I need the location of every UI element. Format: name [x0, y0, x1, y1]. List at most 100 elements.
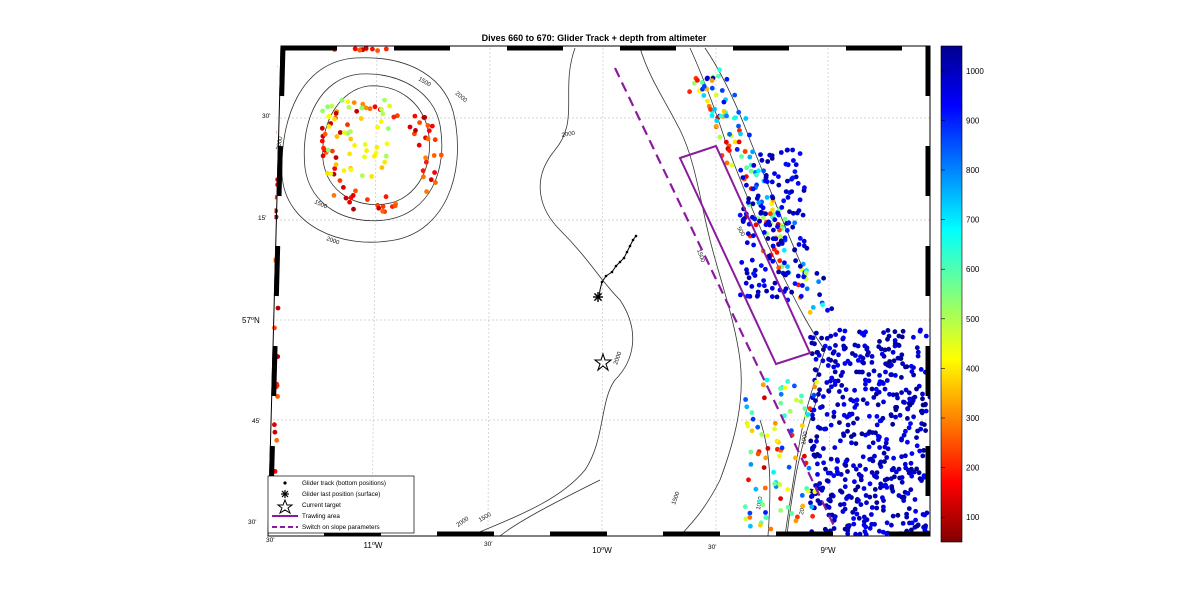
depth-point [347, 151, 352, 157]
depth-point [768, 526, 774, 532]
depth-point [833, 343, 838, 348]
depth-point [853, 531, 858, 536]
depth-point [763, 266, 768, 272]
depth-point [824, 478, 830, 483]
svg-text:30': 30' [266, 537, 274, 544]
depth-point [428, 177, 434, 183]
depth-point [346, 104, 352, 110]
depth-point [756, 168, 761, 174]
depth-point [330, 148, 335, 154]
svg-text:1500: 1500 [695, 249, 705, 264]
depth-point [909, 527, 914, 533]
depth-point [871, 368, 877, 374]
depth-point [413, 127, 418, 133]
depth-point [719, 88, 725, 93]
depth-point [765, 159, 771, 164]
svg-text:11oW: 11oW [364, 541, 383, 550]
depth-point [272, 422, 277, 428]
depth-point [392, 203, 398, 209]
depth-point [815, 498, 821, 503]
depth-point [769, 201, 775, 207]
depth-point [701, 93, 707, 98]
depth-point [828, 498, 833, 504]
depth-point [375, 124, 380, 130]
depth-point [896, 493, 902, 498]
depth-point [835, 362, 841, 368]
svg-text:Glider track (bottom positions: Glider track (bottom positions) [302, 480, 386, 487]
depth-point [744, 182, 749, 188]
depth-point [764, 288, 769, 294]
depth-point [369, 174, 375, 179]
depth-point [790, 224, 796, 230]
depth-point [729, 162, 735, 168]
depth-point [818, 405, 823, 410]
depth-point [920, 396, 925, 402]
depth-point [775, 210, 781, 216]
depth-point [920, 453, 926, 459]
depth-point [903, 387, 909, 393]
depth-point [851, 516, 856, 521]
depth-point [331, 193, 337, 198]
depth-point [839, 383, 845, 388]
depth-point [375, 48, 380, 53]
depth-point [333, 111, 339, 116]
depth-point [802, 406, 808, 411]
depth-point [838, 502, 843, 508]
depth-point [337, 130, 343, 135]
svg-text:1500: 1500 [417, 77, 432, 89]
depth-point [891, 358, 897, 364]
depth-point [343, 195, 349, 201]
svg-text:10oW: 10oW [592, 546, 612, 555]
trawling-area [678, 144, 812, 366]
depth-point [364, 148, 369, 154]
depth-point [763, 211, 768, 217]
depth-point [885, 336, 890, 342]
depth-point [348, 129, 353, 135]
depth-point [900, 328, 906, 334]
depth-point [779, 205, 785, 210]
depth-point [874, 414, 880, 419]
depth-point [874, 505, 880, 511]
depth-point [890, 488, 896, 494]
depth-point [774, 294, 780, 300]
depth-point [851, 420, 856, 426]
depth-point [745, 293, 750, 299]
depth-point [813, 330, 819, 336]
depth-point [354, 108, 360, 114]
depth-point [895, 512, 901, 518]
depth-point [913, 517, 918, 523]
depth-point [854, 402, 859, 407]
svg-text:15': 15' [258, 215, 266, 222]
depth-point [802, 185, 807, 191]
depth-point [800, 212, 806, 218]
depth-point [747, 132, 752, 138]
depth-point [869, 512, 874, 517]
depth-point [793, 162, 799, 168]
colorbar-tick-label: 500 [966, 315, 980, 324]
depth-point [864, 517, 870, 523]
depth-point [423, 155, 428, 161]
svg-text:30': 30' [484, 541, 492, 548]
depth-point [831, 364, 837, 370]
depth-point [379, 106, 384, 112]
depth-point [761, 168, 766, 174]
depth-point [861, 332, 867, 338]
depth-point [792, 247, 797, 253]
depth-point [383, 46, 389, 52]
depth-point [363, 105, 369, 111]
depth-point [334, 134, 340, 139]
depth-point [863, 466, 868, 472]
depth-point [899, 352, 905, 358]
depth-point [814, 438, 819, 444]
depth-point [797, 151, 803, 157]
depth-point [842, 328, 848, 334]
depth-point [882, 459, 887, 464]
depth-point [845, 469, 850, 474]
depth-point [874, 500, 880, 505]
depth-point [853, 441, 859, 446]
depth-point [880, 415, 886, 421]
depth-point [845, 422, 851, 428]
depth-point [915, 353, 921, 359]
depth-point [920, 408, 925, 414]
glider-track-point [618, 260, 622, 264]
